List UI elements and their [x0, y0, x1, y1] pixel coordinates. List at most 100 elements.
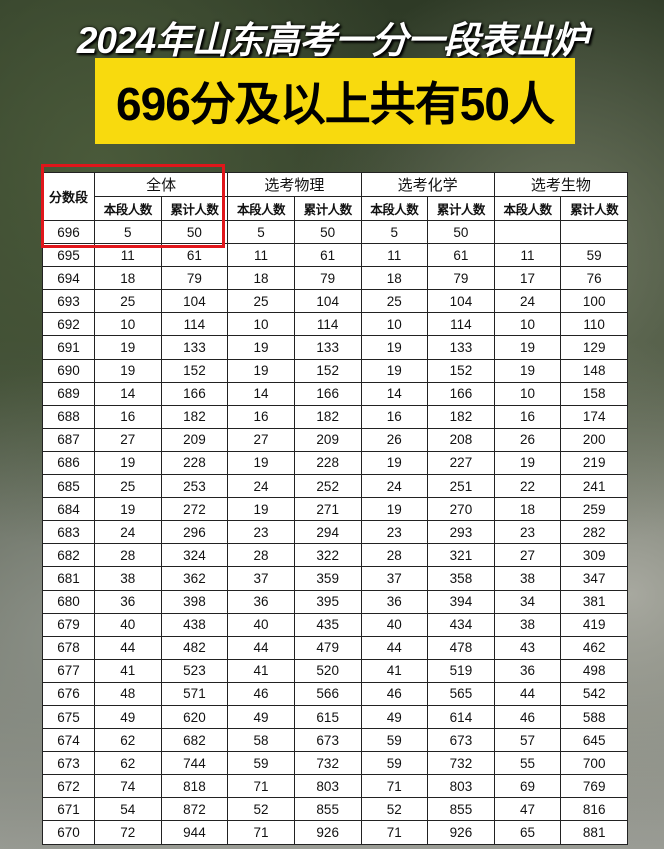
count-cell: 296: [160, 520, 229, 545]
score-cell: 672: [42, 774, 95, 799]
score-cell: 688: [42, 404, 95, 429]
count-cell: [493, 219, 562, 245]
count-cell: 148: [560, 358, 628, 383]
table-row: 673 62 744 59 732 59 732 55 700: [42, 751, 628, 776]
table-row: 689 14 166 14 166 14 166 10 158: [42, 381, 628, 406]
group-header: 选考物理: [227, 172, 362, 197]
count-cell: 271: [293, 497, 362, 522]
count-cell: 79: [293, 266, 362, 291]
count-cell: 24: [493, 289, 562, 314]
count-cell: 26: [493, 427, 562, 452]
count-cell: 44: [94, 635, 162, 660]
count-cell: 479: [293, 635, 362, 660]
count-cell: 34: [493, 589, 562, 614]
score-cell: 690: [42, 358, 95, 383]
count-cell: 49: [360, 704, 429, 730]
table-row: 692 10 114 10 114 10 114 10 110: [42, 312, 628, 337]
count-cell: 293: [427, 520, 495, 545]
score-cell: 674: [42, 728, 95, 753]
group-header: 全体: [93, 172, 229, 197]
table-row: 677 41 523 41 520 41 519 36 498: [42, 658, 628, 683]
count-cell: 438: [160, 612, 229, 637]
count-cell: 347: [560, 566, 628, 591]
count-cell: 40: [227, 612, 295, 637]
count-cell: 209: [160, 427, 229, 452]
count-cell: 19: [493, 358, 562, 383]
count-cell: 362: [160, 566, 229, 591]
count-cell: 50: [427, 219, 495, 245]
count-cell: 41: [227, 658, 295, 683]
count-cell: 294: [293, 520, 362, 545]
count-cell: 71: [360, 820, 429, 845]
score-cell: 678: [42, 635, 95, 660]
count-cell: 11: [227, 243, 295, 268]
count-cell: 520: [293, 658, 362, 683]
sub-header: 累计人数: [293, 196, 362, 221]
count-cell: 158: [560, 381, 628, 406]
count-cell: 18: [493, 497, 562, 522]
count-cell: 59: [560, 243, 628, 268]
count-cell: 36: [94, 589, 162, 614]
count-cell: 38: [94, 566, 162, 591]
highlight-box: [41, 164, 225, 248]
count-cell: 16: [493, 404, 562, 429]
count-cell: 71: [227, 820, 295, 845]
count-cell: 166: [427, 381, 495, 406]
banner-text: 696分及以上共有50人: [116, 78, 555, 130]
count-cell: 565: [427, 681, 495, 706]
count-cell: 22: [493, 474, 562, 499]
count-cell: 228: [293, 450, 362, 476]
count-cell: 59: [227, 751, 295, 776]
table-row: 683 24 296 23 294 23 293 23 282: [42, 520, 628, 545]
count-cell: 498: [560, 658, 628, 683]
count-cell: 65: [493, 820, 562, 845]
count-cell: 324: [160, 543, 229, 568]
sub-header: 本段人数: [94, 196, 162, 221]
count-cell: 566: [293, 681, 362, 706]
score-cell: 680: [42, 589, 95, 614]
count-cell: 25: [360, 289, 429, 314]
count-cell: 40: [360, 612, 429, 637]
table-row: 691 19 133 19 133 19 133 19 129: [42, 335, 628, 360]
count-cell: 40: [94, 612, 162, 637]
count-cell: 19: [360, 450, 429, 476]
count-cell: 241: [560, 474, 628, 499]
page-title: 2024年山东高考一分一段表出炉: [76, 20, 588, 61]
count-cell: 542: [560, 681, 628, 706]
count-cell: 620: [160, 704, 229, 730]
count-cell: 19: [94, 497, 162, 522]
count-cell: 28: [94, 543, 162, 568]
count-cell: 732: [293, 751, 362, 776]
count-cell: 110: [560, 312, 628, 337]
count-cell: 419: [560, 612, 628, 637]
count-cell: 61: [293, 243, 362, 268]
count-cell: 24: [360, 474, 429, 499]
count-cell: 19: [493, 335, 562, 360]
table-row: 690 19 152 19 152 19 152 19 148: [42, 358, 628, 383]
count-cell: 19: [227, 450, 295, 476]
count-cell: 100: [560, 289, 628, 314]
table-row: 688 16 182 16 182 16 182 16 174: [42, 404, 628, 429]
count-cell: 19: [94, 450, 162, 476]
count-cell: 46: [360, 681, 429, 706]
count-cell: 182: [293, 404, 362, 429]
count-cell: 49: [94, 704, 162, 730]
count-cell: 18: [227, 266, 295, 291]
count-cell: 36: [493, 658, 562, 683]
table-row: 681 38 362 37 359 37 358 38 347: [42, 566, 628, 591]
count-cell: 19: [227, 358, 295, 383]
count-cell: 41: [360, 658, 429, 683]
count-cell: 26: [360, 427, 429, 452]
count-cell: 114: [293, 312, 362, 337]
count-cell: 926: [293, 820, 362, 845]
table-row: 687 27 209 27 209 26 208 26 200: [42, 427, 628, 452]
count-cell: 62: [94, 751, 162, 776]
count-cell: 615: [293, 704, 362, 730]
count-cell: 43: [493, 635, 562, 660]
score-cell: 683: [42, 520, 95, 545]
table-row: 679 40 438 40 435 40 434 38 419: [42, 612, 628, 637]
score-cell: 675: [42, 704, 95, 730]
count-cell: 44: [227, 635, 295, 660]
table-row: 675 49 620 49 615 49 614 46 588: [42, 704, 628, 730]
count-cell: 38: [493, 612, 562, 637]
